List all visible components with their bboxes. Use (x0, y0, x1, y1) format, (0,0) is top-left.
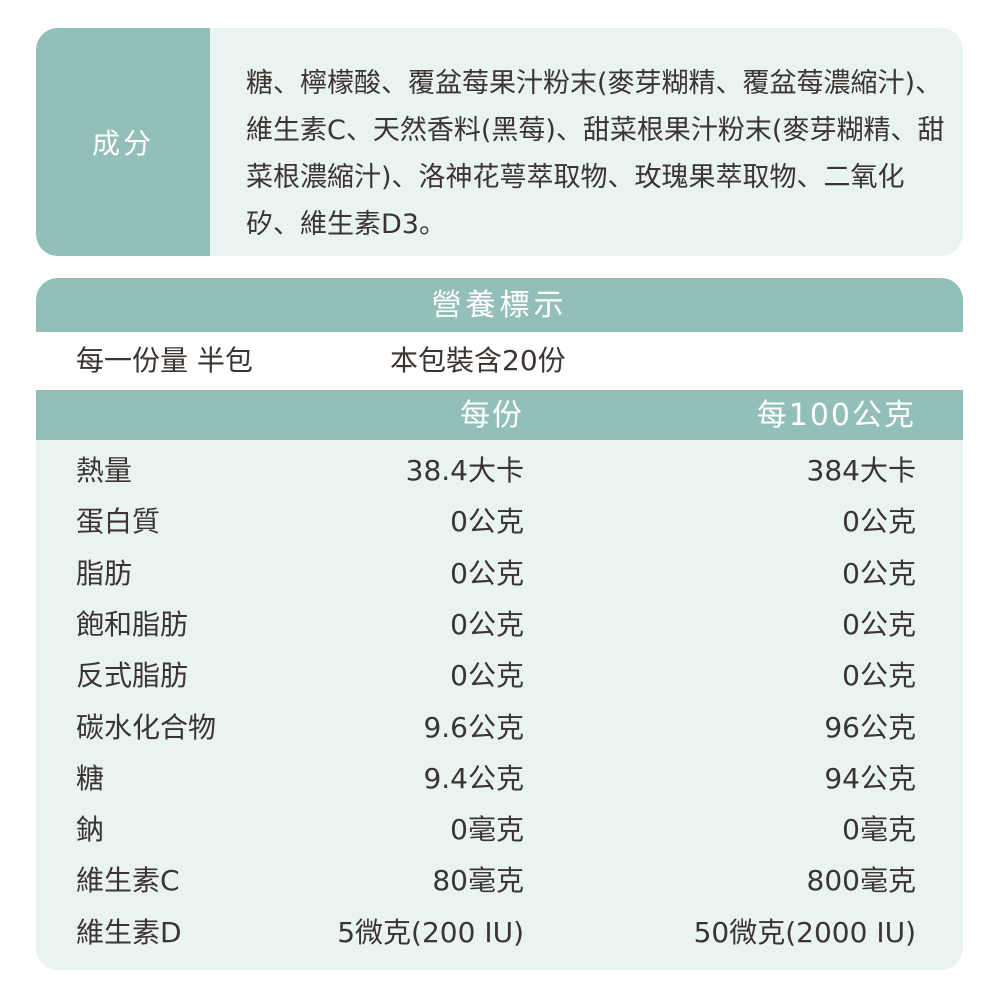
table-row: 蛋白質 0公克 0公克 (36, 496, 963, 547)
per-100g-value: 0公克 (842, 607, 916, 641)
nutrient-name: 飽和脂肪 (76, 607, 189, 641)
table-row: 鈉 0毫克 0毫克 (36, 804, 963, 855)
per-100g-value: 50微克(2000 IU) (693, 915, 916, 949)
col-per-100g: 每100公克 (756, 398, 916, 433)
per-serving-value: 0公克 (450, 607, 524, 641)
nutrient-name: 維生素C (76, 864, 180, 898)
nutrition-table: 營養標示 每一份量 半包 本包裝含20份 每份 每100公克 熱量 38.4大卡 3… (36, 278, 963, 970)
per-100g-value: 384大卡 (806, 454, 916, 487)
per-100g-value: 0公克 (842, 659, 916, 693)
table-row: 脂肪 0公克 0公克 (36, 548, 963, 599)
per-serving-value: 5微克(200 IU) (337, 915, 524, 949)
nutrient-name: 反式脂肪 (76, 659, 189, 693)
per-serving-value: 9.4公克 (423, 761, 524, 795)
table-row: 碳水化合物 9.6公克 96公克 (36, 702, 963, 753)
table-row: 熱量 38.4大卡 384大卡 (36, 445, 963, 496)
table-row: 飽和脂肪 0公克 0公克 (36, 599, 963, 650)
serving-info-row: 每一份量 半包 本包裝含20份 (36, 332, 963, 390)
per-100g-value: 96公克 (824, 710, 916, 744)
per-serving-value: 80毫克 (432, 864, 524, 898)
nutrient-name: 鈉 (76, 813, 105, 847)
ingredients-label: 成分 (36, 28, 210, 256)
per-100g-value: 0毫克 (842, 813, 916, 847)
per-100g-value: 94公克 (824, 761, 916, 795)
nutrient-name: 糖 (76, 761, 105, 795)
nutrient-name: 維生素D (76, 915, 182, 949)
per-100g-value: 0公克 (842, 505, 916, 539)
column-header-row: 每份 每100公克 (36, 390, 963, 440)
per-serving-value: 9.6公克 (423, 710, 524, 744)
ingredients-text: 糖、檸檬酸、覆盆莓果汁粉末(麥芽糊精、覆盆莓濃縮汁)、維生素C、天然香料(黑莓)… (246, 68, 945, 240)
per-serving-value: 0公克 (450, 556, 524, 590)
nutrient-name: 碳水化合物 (76, 710, 217, 744)
serving-size: 每一份量 半包 (76, 344, 253, 377)
per-serving-value: 38.4大卡 (405, 454, 524, 487)
per-serving-value: 0毫克 (450, 813, 524, 847)
col-per-serving: 每份 (460, 398, 524, 433)
nutrition-title: 營養標示 (36, 278, 963, 332)
table-row: 維生素C 80毫克 800毫克 (36, 855, 963, 906)
table-row: 維生素D 5微克(200 IU) 50微克(2000 IU) (36, 907, 963, 958)
table-row: 反式脂肪 0公克 0公克 (36, 650, 963, 701)
table-row: 糖 9.4公克 94公克 (36, 753, 963, 804)
nutrient-name: 熱量 (76, 454, 133, 487)
per-100g-value: 0公克 (842, 556, 916, 590)
nutrient-name: 脂肪 (76, 556, 133, 590)
per-100g-value: 800毫克 (806, 864, 916, 898)
per-serving-value: 0公克 (450, 659, 524, 693)
per-serving-value: 0公克 (450, 505, 524, 539)
servings-per-pack: 本包裝含20份 (390, 344, 566, 377)
nutrient-name: 蛋白質 (76, 505, 161, 539)
ingredients-card: 成分 糖、檸檬酸、覆盆莓果汁粉末(麥芽糊精、覆盆莓濃縮汁)、維生素C、天然香料(… (36, 28, 963, 256)
